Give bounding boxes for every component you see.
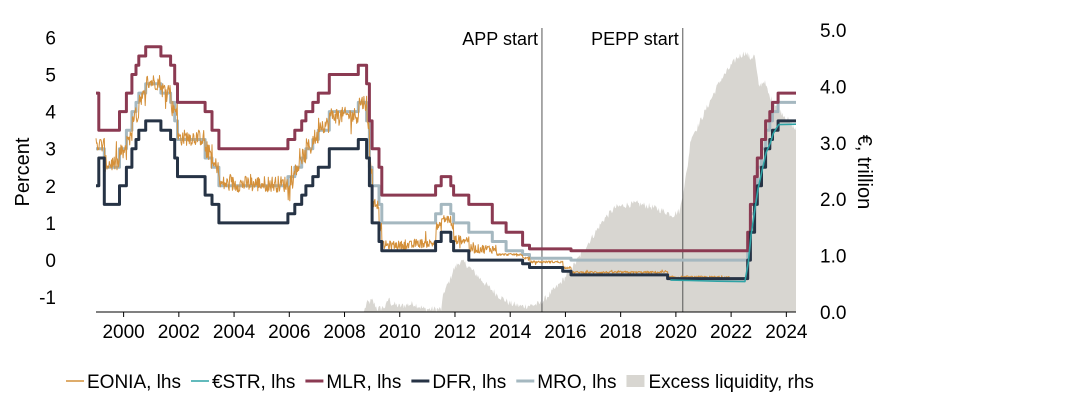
legend-label: €STR, lhs [212, 372, 295, 393]
legend-item-dfr-lhs: DFR, lhs [411, 372, 506, 393]
legend-item-eonia-lhs: EONIA, lhs [66, 372, 181, 393]
y-tick-label: 3 [45, 140, 56, 161]
x-tick-label: 2022 [710, 322, 752, 343]
legend-item-mlr-lhs: MLR, lhs [305, 372, 401, 393]
x-tick-label: 2020 [655, 322, 697, 343]
legend-label: EONIA, lhs [87, 372, 181, 393]
y2-axis-title: €, trillion [853, 135, 875, 209]
legend-item-str-lhs: €STR, lhs [190, 372, 295, 393]
y-axis-title: Percent [12, 137, 34, 206]
annotation-layer: APP start PEPP start [462, 28, 684, 312]
legend-swatch [626, 375, 645, 387]
legend-label: MRO, lhs [537, 372, 616, 393]
eonia-lhs-series [95, 75, 730, 280]
line-layer [95, 45, 797, 283]
app-start-label: APP start [462, 29, 538, 49]
x-tick-label: 2024 [765, 322, 808, 343]
legend-item-mro-lhs: MRO, lhs [516, 372, 616, 393]
x-tick-label: 2010 [379, 322, 421, 343]
y-tick-label: 6 [45, 28, 56, 49]
axis-layer: 2000 2002 2004 2006 2008 2010 2012 2014 2016 2018… [39, 21, 846, 343]
excess-liquidity-rhs-series [96, 51, 796, 312]
x-tick-label: 2018 [600, 322, 642, 343]
y-tick-label: 2 [45, 177, 56, 198]
legend-label: MLR, lhs [326, 372, 401, 393]
x-tick-label: 2000 [102, 322, 144, 343]
legend-label: Excess liquidity, rhs [648, 372, 813, 393]
y-tick-label: 4 [45, 103, 56, 124]
str-lhs-series [670, 123, 797, 283]
y2-tick-label: 5.0 [820, 21, 846, 42]
pepp-start-label: PEPP start [591, 29, 679, 49]
x-tick-label: 2004 [213, 322, 256, 343]
x-tick-label: 2002 [158, 322, 200, 343]
x-tick-label: 2006 [268, 322, 310, 343]
y2-tick-label: 0.0 [820, 303, 846, 324]
dfr-lhs-series [96, 119, 796, 281]
area-layer [96, 51, 796, 312]
y2-tick-label: 1.0 [820, 247, 846, 268]
y2-tick-label: 3.0 [820, 134, 846, 155]
y-tick-label: 5 [45, 66, 56, 87]
y-tick-label: -1 [39, 288, 56, 309]
x-tick-label: 2016 [544, 322, 586, 343]
y2-tick-label: 2.0 [820, 190, 846, 211]
y-tick-label: 1 [45, 214, 56, 235]
x-tick-label: 2014 [489, 322, 532, 343]
y2-tick-label: 4.0 [820, 77, 846, 98]
legend-label: DFR, lhs [432, 372, 506, 393]
legend-item-excess-liquidity-rhs: Excess liquidity, rhs [626, 372, 814, 393]
x-tick-label: 2008 [323, 322, 365, 343]
legend-layer: EONIA, lhs €STR, lhs MLR, lhs DFR, lhs MRO, … [66, 372, 814, 393]
y-tick-label: 0 [45, 251, 56, 272]
x-tick-label: 2012 [434, 322, 476, 343]
